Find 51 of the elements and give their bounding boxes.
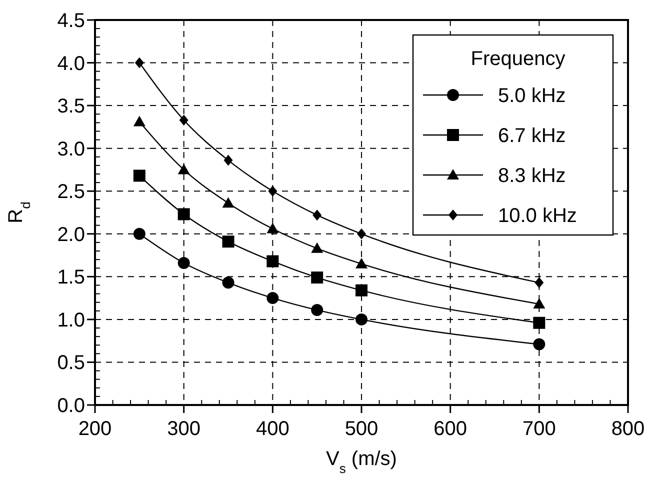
legend-label: 10.0 kHz [498, 205, 577, 227]
x-tick-label: 200 [78, 418, 112, 440]
y-tick-label: 0.0 [57, 395, 85, 417]
point [222, 197, 234, 208]
point [311, 242, 324, 253]
point [224, 154, 233, 166]
x-tick-label: 600 [434, 418, 468, 440]
y-tick-label: 2.5 [57, 181, 85, 204]
point [266, 222, 279, 234]
point [134, 57, 144, 68]
x-tick-label: 400 [256, 418, 290, 440]
point [133, 170, 146, 182]
legend-label: 8.3 kHz [498, 165, 566, 187]
legend-label: 6.7 kHz [498, 125, 566, 147]
point [178, 256, 190, 269]
point [311, 272, 324, 284]
y-tick-label: 0.5 [57, 352, 85, 374]
point [356, 313, 368, 326]
y-tick-label: 1.0 [57, 309, 85, 332]
point [533, 338, 546, 350]
x-tick-label: 500 [344, 418, 378, 440]
point [357, 228, 366, 240]
point [266, 255, 279, 268]
point [311, 304, 324, 316]
y-tick-label: 3.0 [57, 138, 85, 160]
point [533, 298, 546, 309]
legend-label: 5.0 kHz [498, 85, 566, 107]
y-tick-label: 1.5 [57, 266, 85, 289]
point [266, 292, 279, 304]
point [312, 210, 322, 221]
point [534, 277, 544, 288]
point [533, 316, 546, 329]
legend-title: Frequency [470, 48, 566, 70]
point [222, 236, 234, 248]
x-tick-label: 700 [522, 418, 556, 440]
x-tick-label: 300 [167, 418, 201, 440]
point [178, 208, 190, 220]
point [268, 186, 278, 197]
point [178, 164, 190, 174]
y-tick-label: 2.0 [57, 224, 85, 246]
y-tick-label: 3.5 [57, 96, 85, 118]
y-tick-label: 4.5 [57, 10, 85, 32]
point [133, 228, 146, 240]
point [133, 116, 146, 126]
x-tick-label: 800 [611, 418, 645, 440]
point [179, 114, 188, 126]
y-tick-label: 4.0 [57, 52, 85, 75]
point [356, 258, 368, 268]
point [356, 284, 368, 296]
x-axis-title: V$_{s}$ (m/s) [326, 448, 397, 476]
point [222, 276, 234, 289]
